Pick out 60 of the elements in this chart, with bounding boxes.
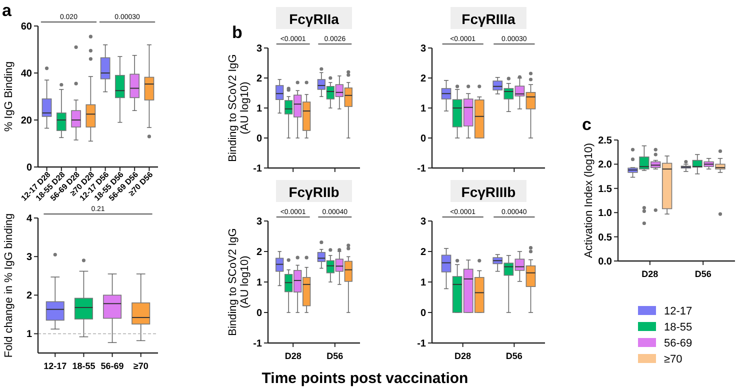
y-tick-label: 1.0 [598, 208, 612, 220]
x-tick-label: D28 [454, 351, 472, 361]
y-axis-title: Binding to SCoV2 IgG (AU log10) [227, 54, 251, 162]
y-tick-label: 2 [420, 247, 426, 258]
x-tick-label: D56 [694, 269, 712, 279]
chart-title: FcγRIIIb [461, 184, 516, 200]
y-tick-label: 1 [26, 329, 32, 340]
text: b [232, 23, 242, 42]
y-tick-label: 3 [26, 252, 32, 264]
y-tick-label: -1 [417, 164, 426, 174]
y-tick-label: 2 [420, 74, 426, 84]
x-tick-label: 12-17 [44, 361, 67, 371]
y-tick-label: 0 [256, 308, 262, 319]
x-tick-label: D28 [642, 269, 658, 279]
y-tick-label: 60 [20, 22, 32, 32]
y-tick-label: 3 [420, 216, 426, 228]
y-tick-label: 1 [420, 278, 426, 288]
y-tick-label: 1 [256, 278, 262, 288]
legend-label: 12-17 [664, 306, 692, 318]
y-axis-title: Activation Index (log10) [583, 143, 595, 258]
y-tick-label: 0 [420, 134, 426, 144]
x-tick-label: 18-55 [72, 361, 96, 371]
y-tick-label: 1 [420, 104, 426, 114]
y-tick-label: 0.5 [598, 232, 612, 244]
y-axis-title: Binding to SCoV2 IgG (AU log10) [227, 228, 251, 336]
y-axis-title: % IgG Binding [3, 61, 15, 132]
y-tick-label: 2 [256, 74, 262, 84]
y-tick-label: -1 [253, 164, 262, 174]
y-tick-label: 1 [256, 104, 262, 114]
y-tick-label: 0 [420, 308, 426, 319]
legend-label: 18-55 [664, 322, 692, 334]
y-tick-label: 40 [20, 68, 32, 80]
x-tick-label: D56 [326, 351, 344, 361]
chart-title: FcγRIIa [289, 11, 340, 27]
x-tick-label: D28 [284, 351, 302, 361]
y-tick-label: 0 [26, 162, 32, 174]
y-tick-label: 2 [26, 290, 32, 302]
x-tick-label: 56-69 [100, 361, 124, 371]
y-tick-label: 2.5 [598, 136, 612, 146]
text: a [2, 1, 12, 20]
y-tick-label: 3 [256, 216, 262, 228]
y-tick-label: 0.0 [598, 256, 612, 268]
legend-label: 56-69 [664, 338, 692, 350]
y-tick-label: 4 [26, 214, 32, 224]
y-axis-title: Fold change in % IgG binding [3, 213, 15, 358]
y-tick-label: 3 [256, 44, 262, 54]
y-tick-label: -1 [253, 338, 262, 350]
chart-title: FcγRIIb [288, 184, 340, 200]
y-tick-label: 1.5 [598, 184, 612, 195]
y-tick-label: 2 [256, 247, 262, 258]
x-tick-label: D56 [506, 351, 522, 361]
x-axis-title: Time points post vaccination [262, 370, 468, 387]
y-tick-label: 2.0 [598, 160, 612, 171]
y-tick-label: 20 [20, 116, 32, 126]
x-tick-label: ≥70 [133, 361, 148, 371]
y-tick-label: 3 [420, 44, 426, 54]
y-tick-label: 0 [256, 134, 262, 144]
y-tick-label: -1 [417, 338, 426, 350]
chart-title: FcγRIIIa [462, 11, 516, 27]
text: c [582, 115, 592, 134]
